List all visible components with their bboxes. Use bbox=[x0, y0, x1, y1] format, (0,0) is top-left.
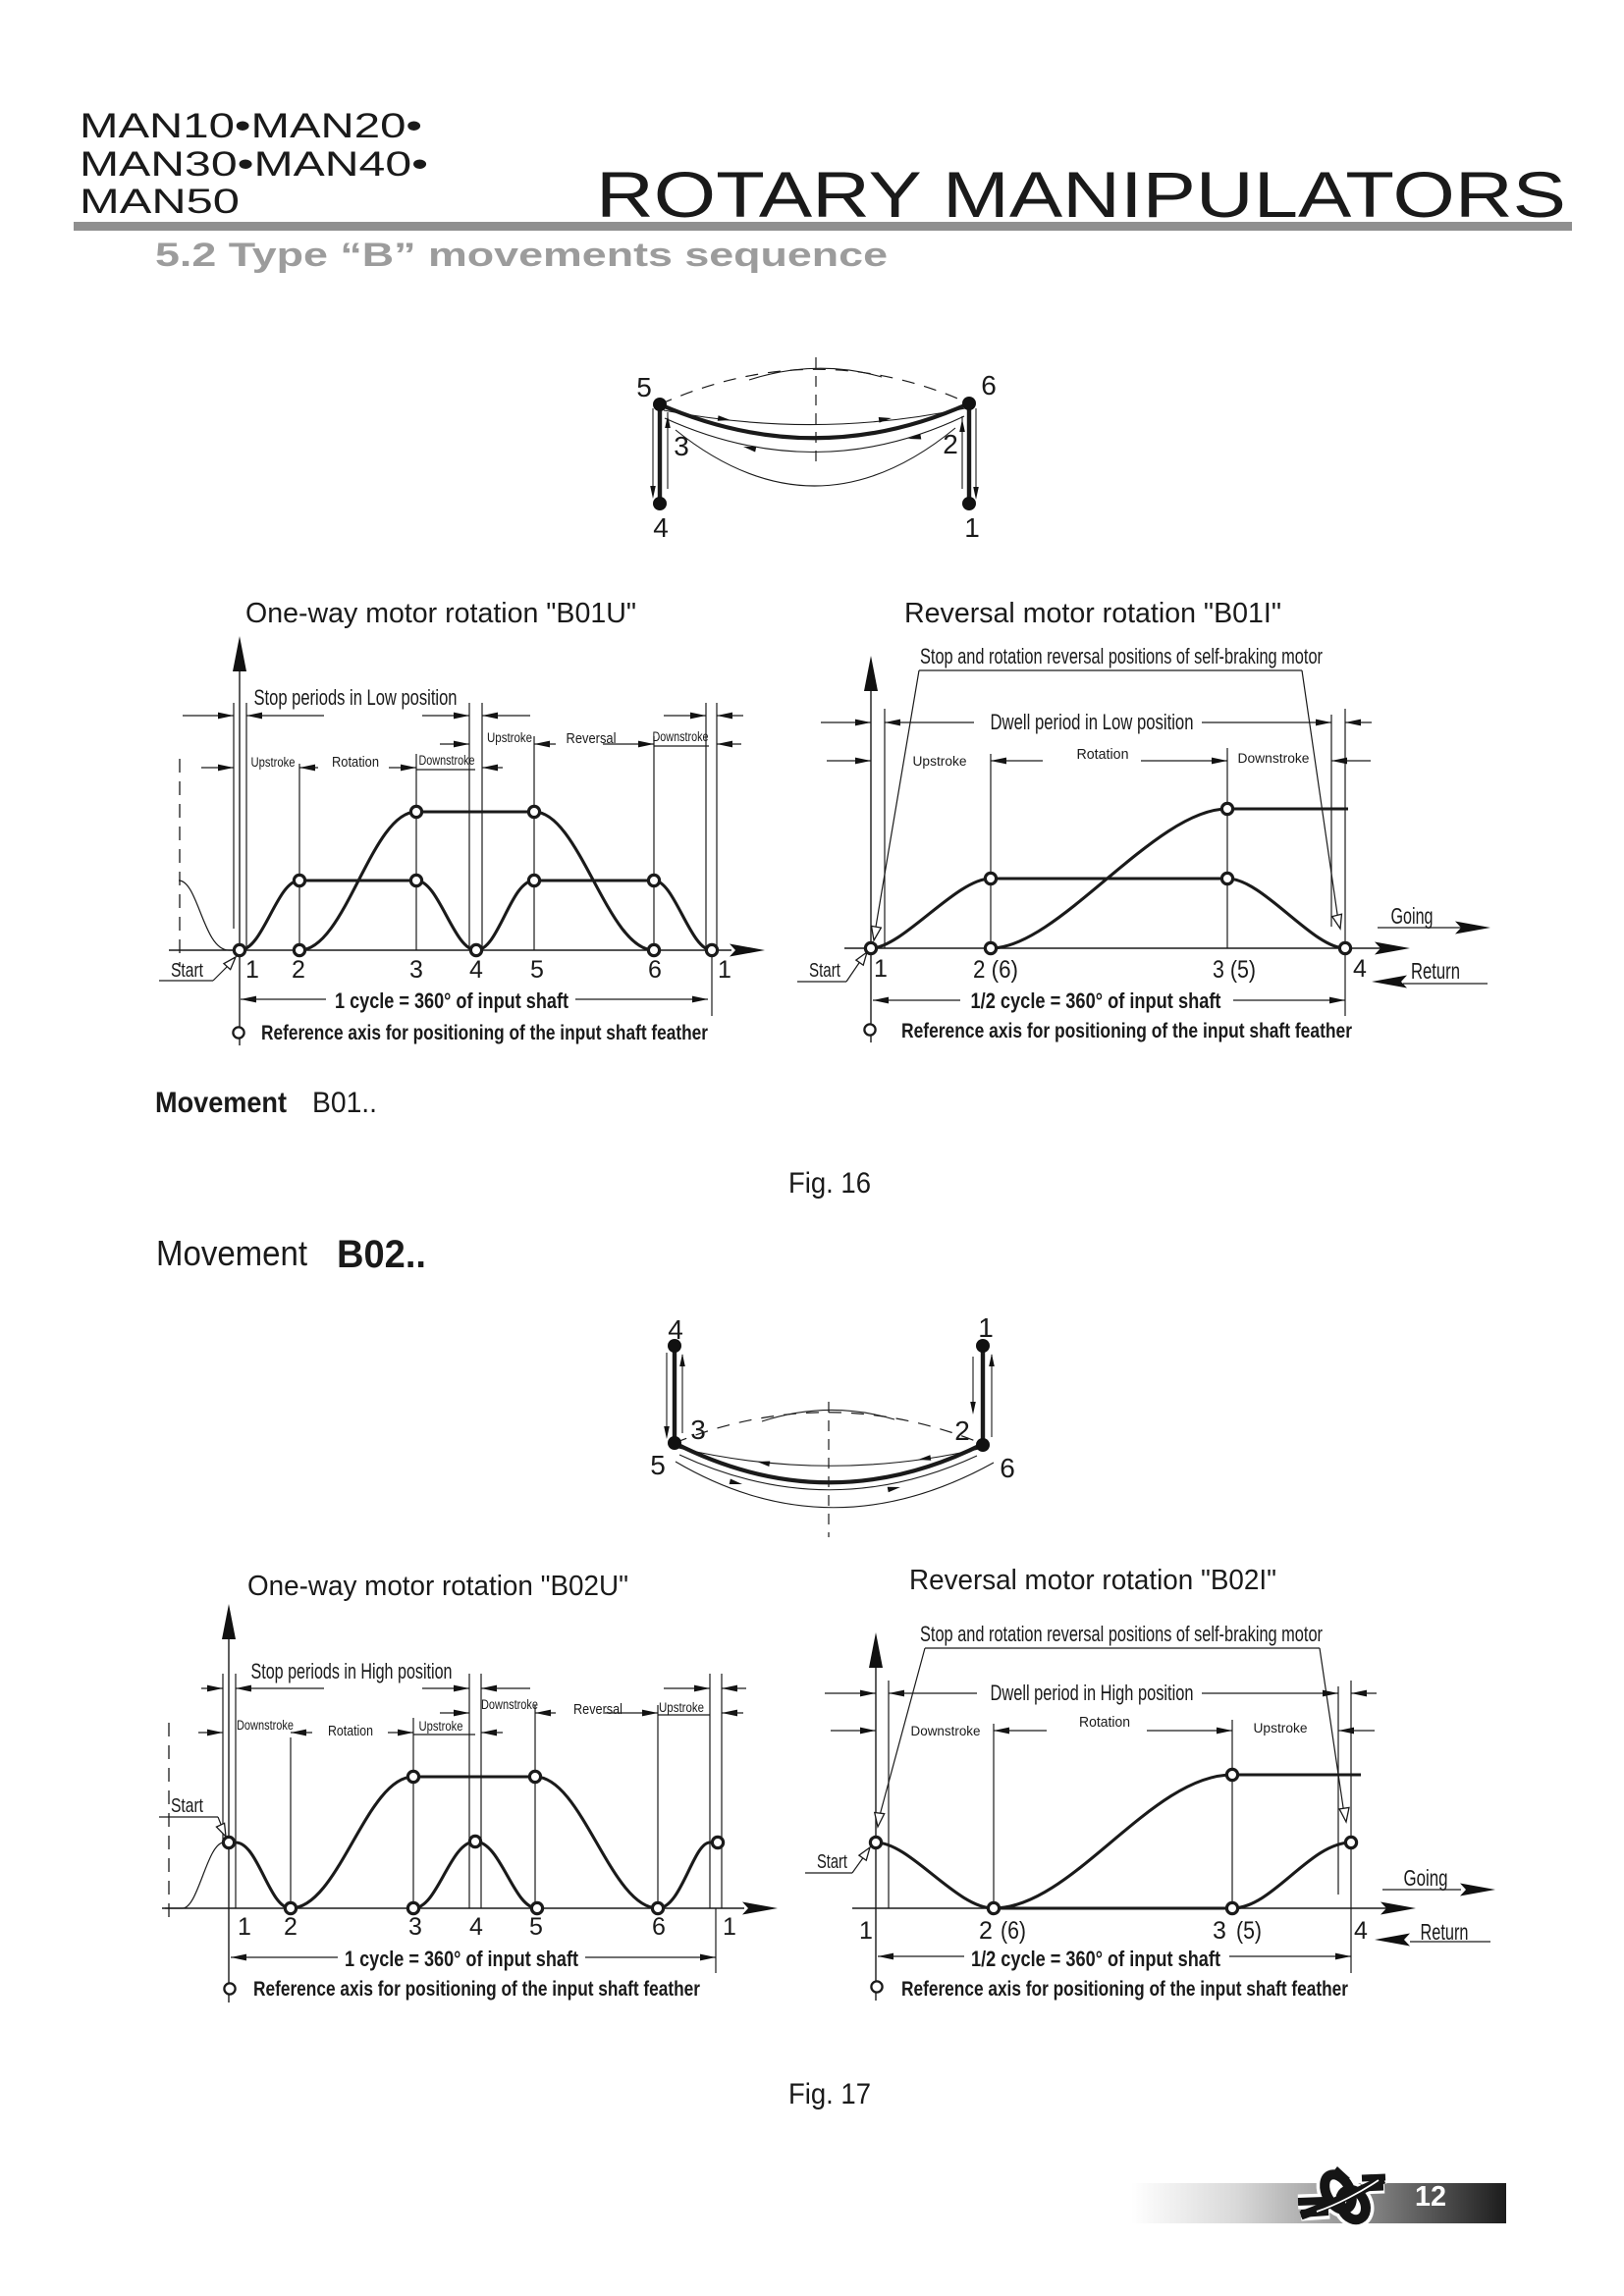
svg-text:Stop periods in High position: Stop periods in High position bbox=[251, 1659, 453, 1683]
svg-text:5.2 Type “B” movements seque: 5.2 Type “B” movements sequence bbox=[155, 237, 888, 274]
svg-text:5: 5 bbox=[650, 1450, 666, 1480]
svg-text:Stop and rotation reversal pos: Stop and rotation reversal positions of … bbox=[920, 1622, 1323, 1646]
svg-text:4: 4 bbox=[1354, 1917, 1368, 1945]
svg-text:B01..: B01.. bbox=[312, 1087, 377, 1119]
svg-text:1: 1 bbox=[978, 1312, 994, 1343]
svg-text:2: 2 bbox=[979, 1917, 993, 1945]
svg-text:6: 6 bbox=[1000, 1453, 1015, 1483]
svg-text:Upstroke: Upstroke bbox=[1254, 1721, 1308, 1735]
svg-text:5: 5 bbox=[529, 1913, 543, 1941]
svg-text:2: 2 bbox=[292, 956, 305, 984]
svg-text:Downstroke: Downstroke bbox=[1238, 751, 1310, 766]
svg-text:Upstroke: Upstroke bbox=[251, 755, 296, 770]
svg-text:Return: Return bbox=[1411, 958, 1460, 984]
svg-text:Rotation: Rotation bbox=[328, 1724, 373, 1739]
svg-text:Reference axis for positioning: Reference axis for positioning of the in… bbox=[261, 1022, 708, 1044]
svg-text:4: 4 bbox=[469, 1913, 483, 1941]
svg-text:Start: Start bbox=[809, 960, 840, 982]
svg-text:4: 4 bbox=[469, 956, 483, 984]
svg-text:6: 6 bbox=[652, 1913, 666, 1941]
svg-text:Reference axis for positioning: Reference axis for positioning of the in… bbox=[901, 1020, 1352, 1042]
svg-text:3: 3 bbox=[690, 1415, 706, 1445]
svg-text:1 cycle = 360° of input shaft: 1 cycle = 360° of input shaft bbox=[335, 988, 569, 1013]
svg-text:(6): (6) bbox=[1001, 1917, 1026, 1945]
svg-text:Upstroke: Upstroke bbox=[659, 1700, 704, 1715]
svg-text:2: 2 bbox=[943, 429, 958, 459]
svg-text:6: 6 bbox=[648, 956, 662, 984]
svg-text:Downstroke: Downstroke bbox=[911, 1724, 981, 1738]
svg-text:MAN10•MAN20•: MAN10•MAN20• bbox=[80, 107, 422, 145]
svg-text:Start: Start bbox=[171, 960, 203, 982]
svg-text:1: 1 bbox=[874, 955, 888, 983]
svg-text:3 (5): 3 (5) bbox=[1213, 956, 1256, 984]
svg-text:Upstroke: Upstroke bbox=[487, 730, 532, 745]
svg-text:B02..: B02.. bbox=[337, 1233, 426, 1276]
svg-text:3: 3 bbox=[408, 1913, 422, 1941]
svg-text:Return: Return bbox=[1421, 1919, 1469, 1945]
svg-text:1/2 cycle = 360° of input shaf: 1/2 cycle = 360° of input shaft bbox=[971, 1947, 1221, 1971]
svg-text:Going: Going bbox=[1404, 1865, 1448, 1891]
svg-text:2: 2 bbox=[954, 1415, 970, 1446]
svg-text:MAN30•MAN40•: MAN30•MAN40• bbox=[80, 145, 428, 184]
svg-text:Upstroke: Upstroke bbox=[913, 754, 967, 769]
svg-text:1: 1 bbox=[723, 1913, 736, 1941]
svg-text:Start: Start bbox=[817, 1851, 847, 1873]
svg-text:3: 3 bbox=[409, 956, 423, 984]
svg-text:Going: Going bbox=[1391, 903, 1434, 929]
svg-text:4: 4 bbox=[653, 512, 669, 543]
svg-text:Dwell period in Low position: Dwell period in Low position bbox=[991, 710, 1194, 734]
svg-text:1: 1 bbox=[964, 512, 980, 543]
svg-text:Movement: Movement bbox=[155, 1087, 287, 1119]
svg-text:Downstroke: Downstroke bbox=[419, 753, 475, 768]
svg-text:2: 2 bbox=[284, 1913, 298, 1941]
svg-text:2 (6): 2 (6) bbox=[973, 956, 1018, 984]
svg-text:1: 1 bbox=[718, 956, 731, 984]
svg-text:1/2 cycle = 360° of input shaf: 1/2 cycle = 360° of input shaft bbox=[971, 988, 1222, 1013]
svg-text:One-way motor rotation "B01U": One-way motor rotation "B01U" bbox=[245, 598, 636, 629]
svg-text:Rotation: Rotation bbox=[332, 755, 379, 771]
svg-text:(5): (5) bbox=[1236, 1917, 1262, 1945]
svg-text:Stop periods in Low position: Stop periods in Low position bbox=[254, 685, 458, 710]
svg-text:Downstroke: Downstroke bbox=[653, 729, 709, 744]
svg-text:4: 4 bbox=[1353, 955, 1367, 983]
svg-text:Fig. 17: Fig. 17 bbox=[788, 2078, 871, 2110]
svg-text:1: 1 bbox=[238, 1913, 251, 1941]
svg-text:1 cycle = 360° of input shaft: 1 cycle = 360° of input shaft bbox=[345, 1947, 579, 1971]
svg-text:12: 12 bbox=[1415, 2181, 1446, 2213]
svg-text:4: 4 bbox=[668, 1314, 683, 1345]
svg-text:Reference axis for positioning: Reference axis for positioning of the in… bbox=[253, 1978, 700, 2001]
svg-text:3: 3 bbox=[674, 431, 689, 461]
svg-text:1: 1 bbox=[245, 956, 259, 984]
svg-text:3: 3 bbox=[1213, 1917, 1226, 1945]
svg-text:Downstroke: Downstroke bbox=[237, 1718, 294, 1733]
svg-text:Rotation: Rotation bbox=[1077, 747, 1129, 763]
svg-text:Dwell period in High position: Dwell period in High position bbox=[991, 1681, 1194, 1705]
svg-text:Reversal: Reversal bbox=[573, 1702, 623, 1718]
svg-text:Reference axis for positioning: Reference axis for positioning of the in… bbox=[901, 1978, 1348, 2001]
svg-text:One-way motor rotation "B02U": One-way motor rotation "B02U" bbox=[247, 1571, 628, 1602]
svg-text:5: 5 bbox=[530, 956, 544, 984]
svg-text:Upstroke: Upstroke bbox=[419, 1719, 463, 1734]
svg-text:Reversal: Reversal bbox=[567, 731, 617, 747]
svg-text:1: 1 bbox=[859, 1917, 873, 1945]
svg-text:5: 5 bbox=[636, 372, 652, 402]
svg-text:ROTARY MANIPULATORS: ROTARY MANIPULATORS bbox=[596, 158, 1566, 231]
svg-text:Downstroke: Downstroke bbox=[481, 1697, 538, 1712]
svg-text:Reversal motor rotation "B01I: Reversal motor rotation "B01I" bbox=[904, 598, 1281, 629]
svg-text:Movement: Movement bbox=[156, 1233, 307, 1273]
svg-text:Fig. 16: Fig. 16 bbox=[788, 1167, 871, 1200]
svg-text:MAN50: MAN50 bbox=[80, 183, 240, 221]
svg-text:6: 6 bbox=[981, 370, 997, 400]
svg-text:Reversal motor rotation "B02I: Reversal motor rotation "B02I" bbox=[909, 1565, 1276, 1596]
svg-text:Start: Start bbox=[171, 1795, 203, 1817]
svg-text:Rotation: Rotation bbox=[1079, 1715, 1130, 1731]
svg-text:Stop and rotation reversal pos: Stop and rotation reversal positions of … bbox=[920, 644, 1323, 668]
